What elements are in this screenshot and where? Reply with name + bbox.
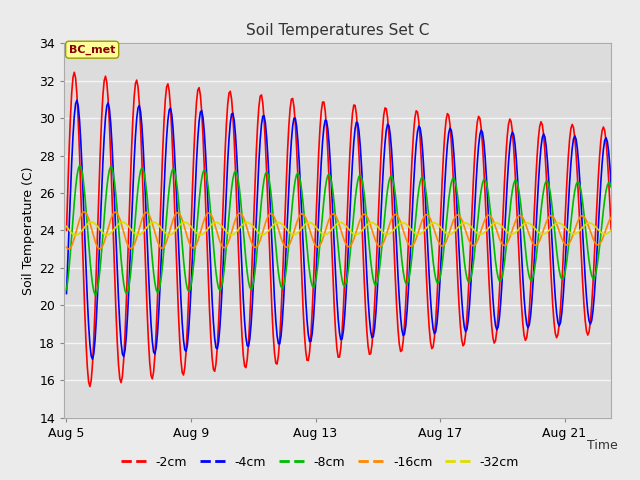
Title: Soil Temperatures Set C: Soil Temperatures Set C	[246, 23, 429, 38]
Y-axis label: Soil Temperature (C): Soil Temperature (C)	[22, 166, 35, 295]
Text: BC_met: BC_met	[69, 45, 115, 55]
Text: Time: Time	[587, 439, 618, 452]
Legend: -2cm, -4cm, -8cm, -16cm, -32cm: -2cm, -4cm, -8cm, -16cm, -32cm	[116, 451, 524, 474]
